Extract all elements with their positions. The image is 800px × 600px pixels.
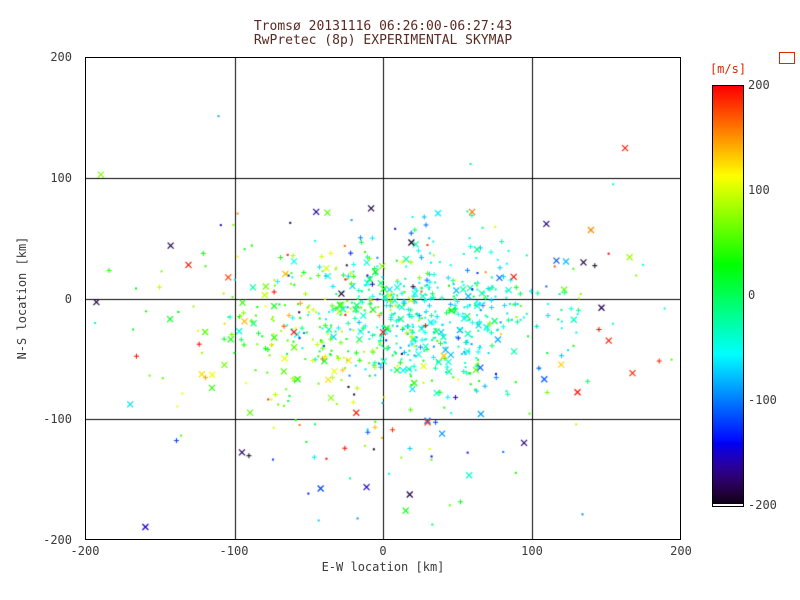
colorbar-canvas [713,86,743,504]
colorbar-tick-label: 200 [748,78,770,92]
y-tick-labels: -200 -100 0 100 200 [30,50,80,547]
corner-marker-icon [779,52,795,64]
x-axis-label: E-W location [km] [321,560,445,574]
plot-title-line2: RwPretec (8p) EXPERIMENTAL SKYMAP [253,33,513,48]
scatter-canvas [86,58,680,539]
plot-area [85,57,681,540]
colorbar-tick-label: -100 [748,393,777,407]
y-tick-label: -100 [43,412,72,427]
colorbar-tick-label: 100 [748,183,770,197]
y-axis-label: N-S location [km] [15,236,29,360]
colorbar-tick-label: 0 [748,288,756,302]
x-tick-label: -200 [70,544,100,558]
x-tick-label: 0 [379,544,387,558]
y-tick-label: 200 [50,50,72,64]
y-tick-label: -200 [43,533,72,547]
plot-title-line1: Tromsø 20131116 06:26:00-06:27:43 [253,19,513,34]
x-tick-label: -100 [219,544,249,558]
colorbar-tick-labels: 200 100 0 -100 -200 [748,78,793,512]
x-tick-label: 100 [521,544,543,558]
colorbar-tick-label: -200 [748,498,777,512]
y-tick-label: 0 [64,291,72,306]
x-tick-labels: -200 -100 0 100 200 [71,544,692,558]
colorbar [712,85,744,507]
y-tick-label: 100 [50,170,72,185]
colorbar-unit-label: [m/s] [709,62,747,76]
x-tick-label: 200 [670,544,692,558]
